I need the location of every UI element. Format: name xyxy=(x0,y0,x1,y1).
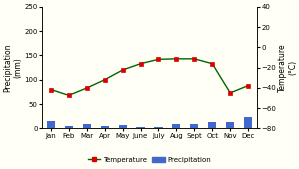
Bar xyxy=(155,127,163,128)
Bar xyxy=(83,124,91,128)
Bar xyxy=(65,126,73,128)
Bar xyxy=(100,126,109,128)
Bar xyxy=(118,125,126,128)
Y-axis label: Temperature
(°C): Temperature (°C) xyxy=(277,43,297,92)
Bar xyxy=(244,117,252,128)
Bar xyxy=(136,127,145,128)
Bar xyxy=(208,122,216,128)
Bar xyxy=(47,121,55,128)
Bar xyxy=(172,124,181,128)
Y-axis label: Precipitation
(mm): Precipitation (mm) xyxy=(3,43,23,92)
Legend: Temperature, Precipitation: Temperature, Precipitation xyxy=(85,154,214,165)
Bar xyxy=(190,124,199,128)
Bar xyxy=(226,122,234,128)
